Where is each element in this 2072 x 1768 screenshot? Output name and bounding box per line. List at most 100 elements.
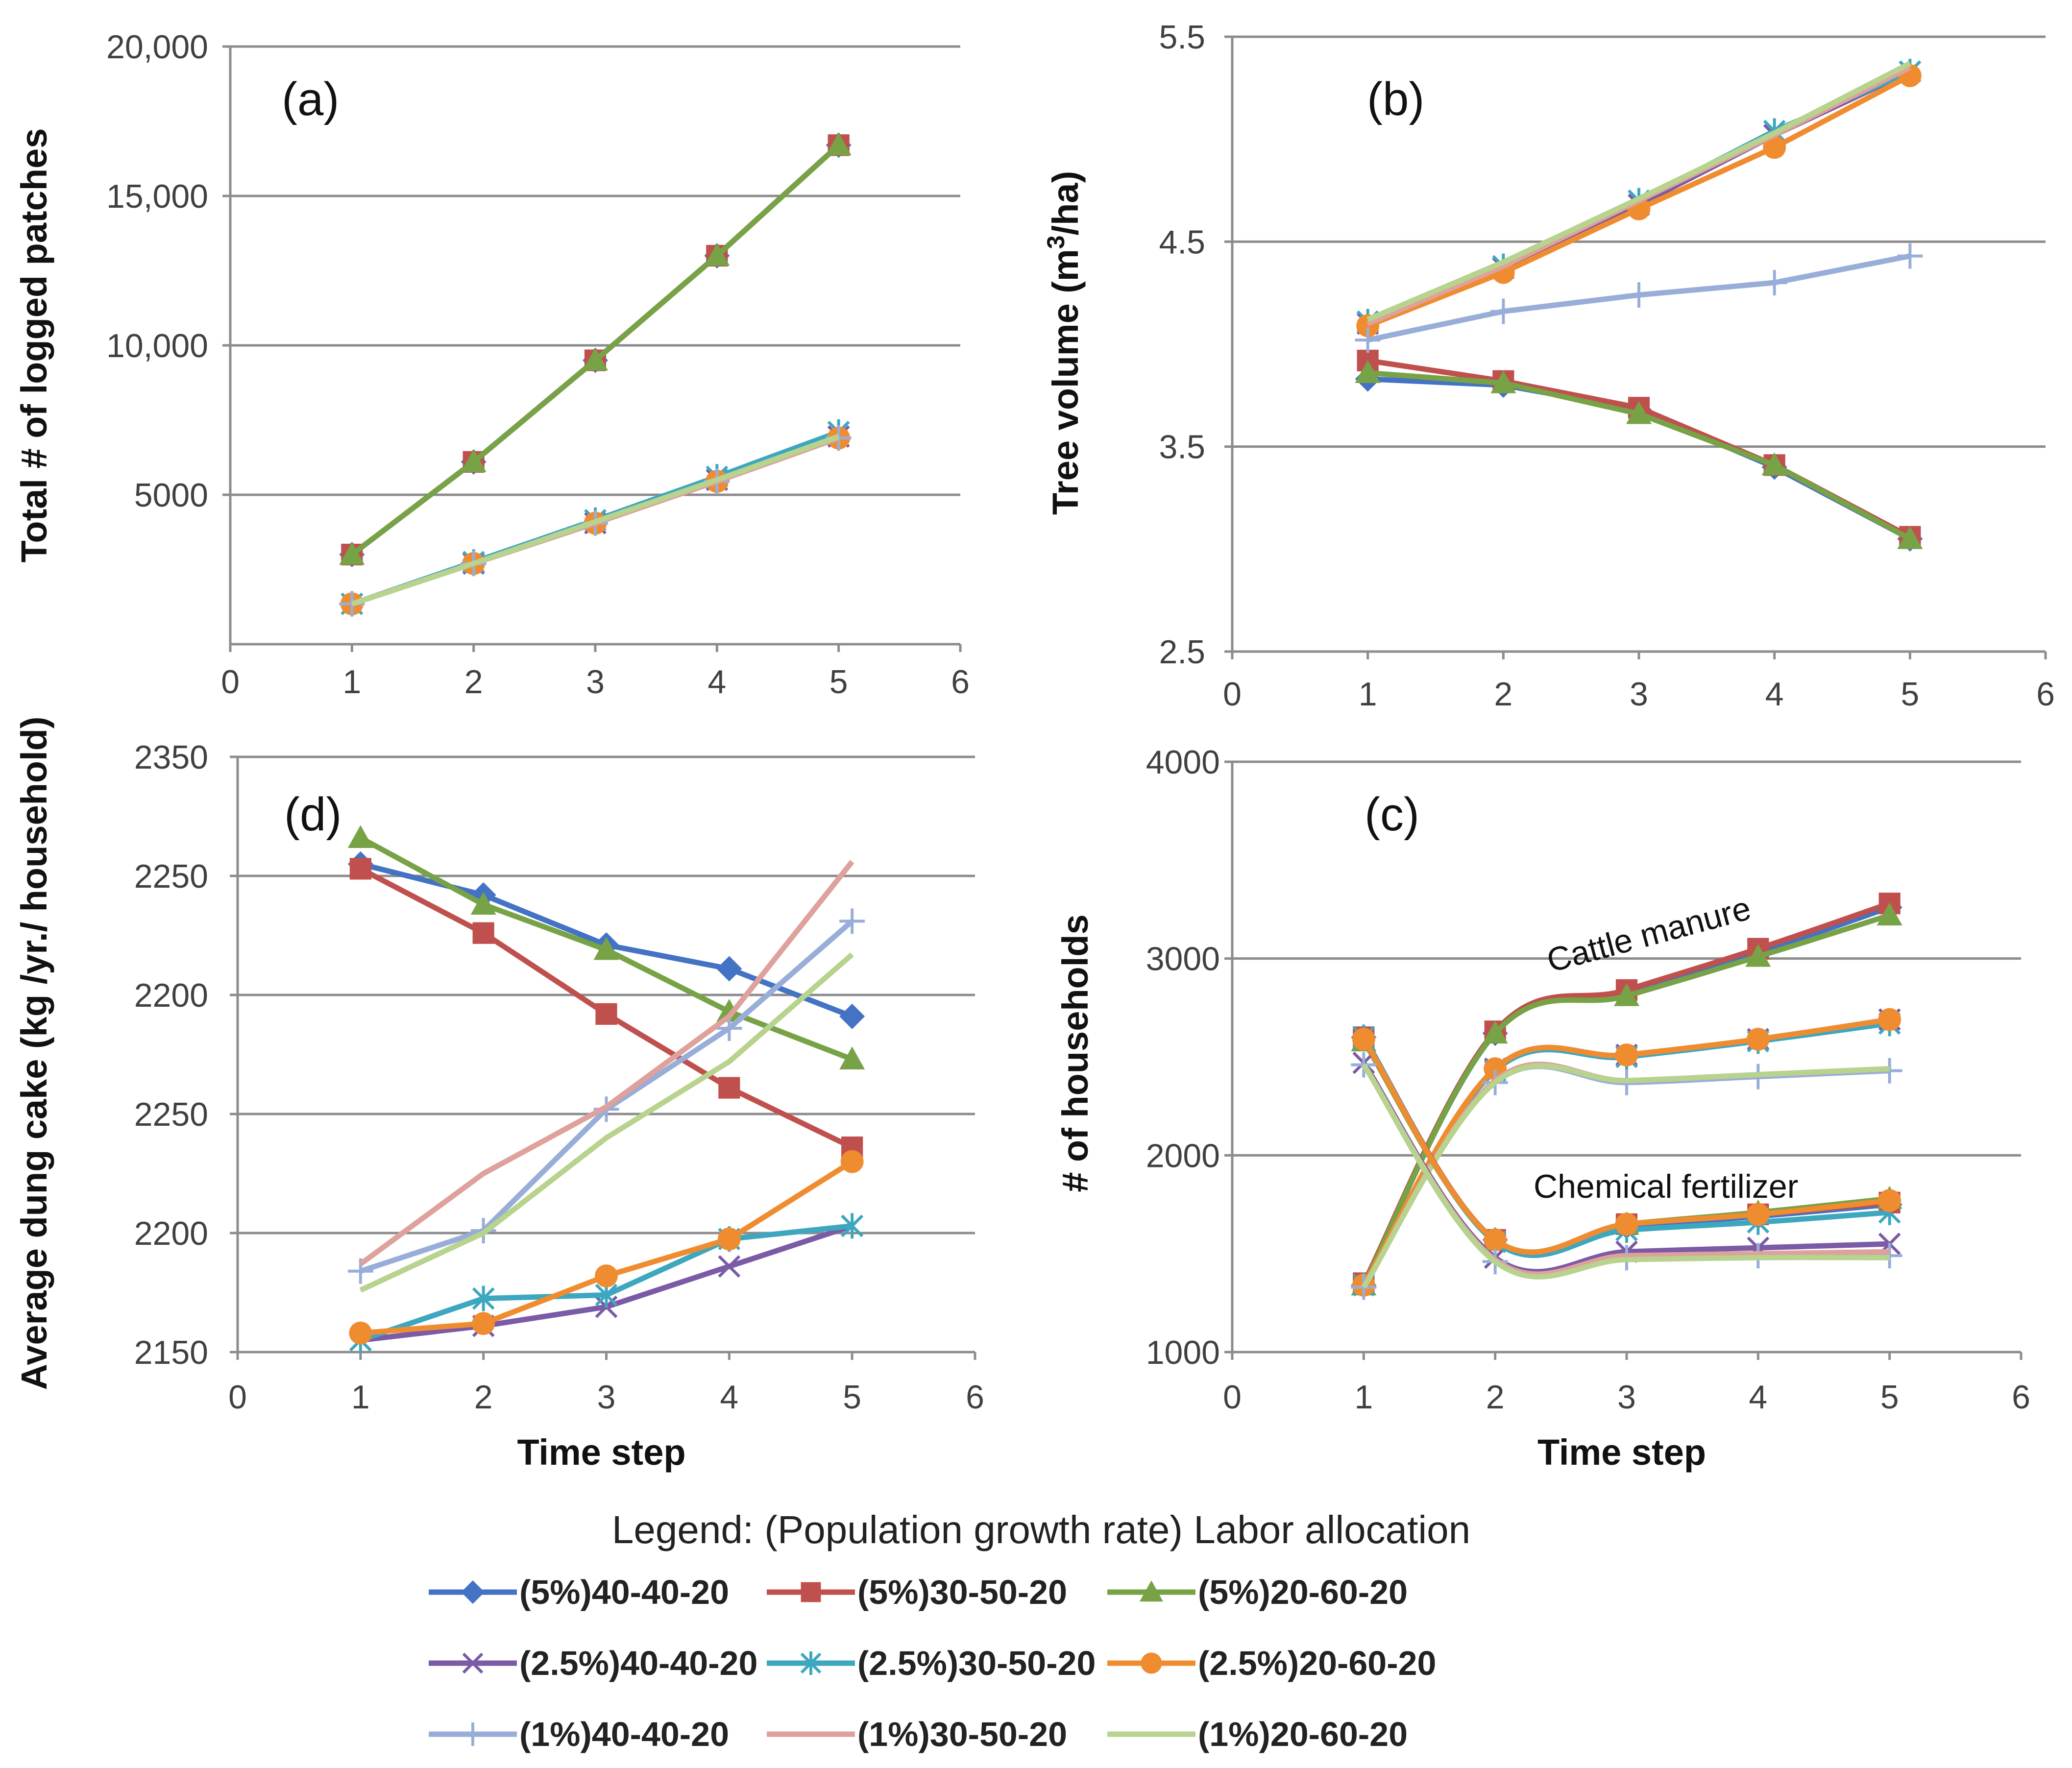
data-point (1355, 327, 1381, 353)
series-s1_20 (1361, 1063, 1890, 1280)
data-point (1351, 1274, 1377, 1300)
data-point (1897, 243, 1923, 269)
data-point (1761, 452, 1787, 476)
data-point (1877, 902, 1902, 926)
y-axis-title: # of households (1055, 914, 1096, 1192)
x-tick-label: 4 (707, 663, 726, 701)
legend-label: (2.5%)40-40-20 (519, 1644, 757, 1682)
x-tick-label: 0 (1223, 1379, 1242, 1416)
legend-marker (462, 1652, 484, 1674)
x-tick-label: 2 (464, 663, 483, 701)
legend-item-s1_40: (1%)40-40-20 (429, 1715, 729, 1753)
series-line (1361, 1038, 1890, 1255)
x-tick-label: 2 (1486, 1379, 1505, 1416)
series-line (360, 919, 854, 1274)
series-s25_20 (349, 1150, 864, 1345)
y-axis-title: Total # of logged patches (14, 128, 54, 563)
x-tick-label: 1 (351, 1379, 370, 1416)
legend-marker (1140, 1580, 1163, 1602)
panel-label: (d) (284, 788, 341, 841)
y-tick-label: 1000 (1146, 1334, 1220, 1371)
y-tick-label: 20,000 (106, 28, 208, 66)
legend-label: (2.5%)20-60-20 (1198, 1644, 1436, 1682)
chart-panel-b: 0 1 2 3 4 5 6 2.5 3.5 4.5 5.5 Tree volume (m3/ha) (b… (1042, 19, 2055, 713)
x-tick-label: 5 (829, 663, 848, 701)
series-s1_20 (351, 434, 840, 606)
series-s5_20 (1355, 360, 1923, 549)
series-line (1361, 1063, 1890, 1280)
legend-label: (5%)40-40-20 (519, 1573, 729, 1611)
series-line (1366, 61, 1911, 322)
series-line (1367, 358, 1911, 539)
data-point (839, 908, 865, 934)
data-point (1490, 370, 1516, 393)
data-point (716, 999, 742, 1022)
legend-item-s1_30: (1%)30-50-20 (767, 1715, 1067, 1753)
x-tick-label: 0 (1223, 676, 1242, 713)
legend-label: (1%)20-60-20 (1198, 1715, 1408, 1753)
legend: Legend: (Population growth rate) Labor a… (429, 1508, 1470, 1753)
x-tick-label: 3 (1617, 1379, 1636, 1416)
data-point (1761, 270, 1787, 295)
series-s5_20 (339, 132, 852, 565)
x-tick-label: 6 (951, 663, 970, 701)
x-tick-label: 1 (342, 663, 361, 701)
series-s5_40 (1355, 366, 1923, 552)
x-tick-label: 1 (1359, 676, 1377, 713)
annotation-chemical-fertilizer: Chemical fertilizer (1534, 1168, 1798, 1205)
x-tick-label: 3 (586, 663, 605, 701)
y-tick-label: 2250 (134, 858, 208, 895)
series-line (359, 952, 854, 1293)
legend-label: (1%)30-50-20 (857, 1715, 1067, 1753)
data-point (716, 1016, 742, 1041)
legend-label: (2.5%)30-50-20 (857, 1644, 1096, 1682)
data-point (1490, 298, 1516, 324)
chart-panel-c: 0 1 2 3 4 5 6 1000 2000 3000 4000 # of households Ti… (1055, 744, 2030, 1473)
legend-item-s25_40: (2.5%)40-40-20 (429, 1644, 757, 1682)
series-s1_20 (1366, 61, 1911, 322)
data-point (470, 892, 496, 915)
data-point (718, 1255, 741, 1278)
y-tick-label: 2250 (134, 1096, 208, 1133)
data-point (1615, 1212, 1638, 1236)
data-point (1897, 526, 1923, 549)
data-point (339, 542, 365, 565)
x-tick-label: 0 (221, 663, 240, 701)
data-point (461, 449, 487, 472)
series-s1_20 (359, 952, 854, 1293)
legend-title: Legend: (Population growth rate) Labor a… (612, 1508, 1470, 1551)
x-tick-label: 6 (2036, 676, 2055, 713)
legend-marker (461, 1580, 485, 1604)
data-point (1614, 983, 1639, 1006)
y-tick-label: 3.5 (1159, 429, 1205, 466)
data-point (583, 347, 608, 371)
data-point (1626, 282, 1652, 308)
data-point (839, 1046, 865, 1070)
data-point (1355, 360, 1381, 383)
x-tick-label: 2 (474, 1379, 493, 1416)
series-s1_20 (1361, 1063, 1890, 1289)
series-s1_30 (359, 860, 854, 1266)
x-tick-label: 3 (597, 1379, 616, 1416)
data-point (472, 1285, 495, 1311)
legend-item-s5_20: (5%)20-60-20 (1107, 1573, 1408, 1611)
data-point (1763, 136, 1786, 159)
y-tick-label: 2200 (134, 977, 208, 1014)
y-tick-label: 5.5 (1159, 19, 1205, 56)
data-point (595, 1003, 617, 1025)
y-axis-title: Average dung cake (kg /yr./ household) (14, 717, 54, 1390)
y-axis-title: Tree volume (m3/ha) (1042, 171, 1086, 515)
data-point (593, 937, 619, 960)
x-tick-label: 3 (1630, 676, 1648, 713)
data-point (1352, 1027, 1375, 1051)
series-s1_40 (347, 908, 865, 1284)
legend-item-s5_40: (5%)40-40-20 (429, 1573, 729, 1611)
series-line (351, 434, 840, 606)
data-point (1878, 1008, 1901, 1031)
y-tick-label: 2.5 (1159, 633, 1205, 671)
x-tick-label: 6 (2012, 1379, 2030, 1416)
chart-panel-d: 0 1 2 3 4 5 6 2150 2200 2250 2200 2250 2350 Average d… (14, 717, 984, 1473)
y-tick-label: 5000 (134, 477, 208, 514)
data-point (840, 1150, 864, 1173)
